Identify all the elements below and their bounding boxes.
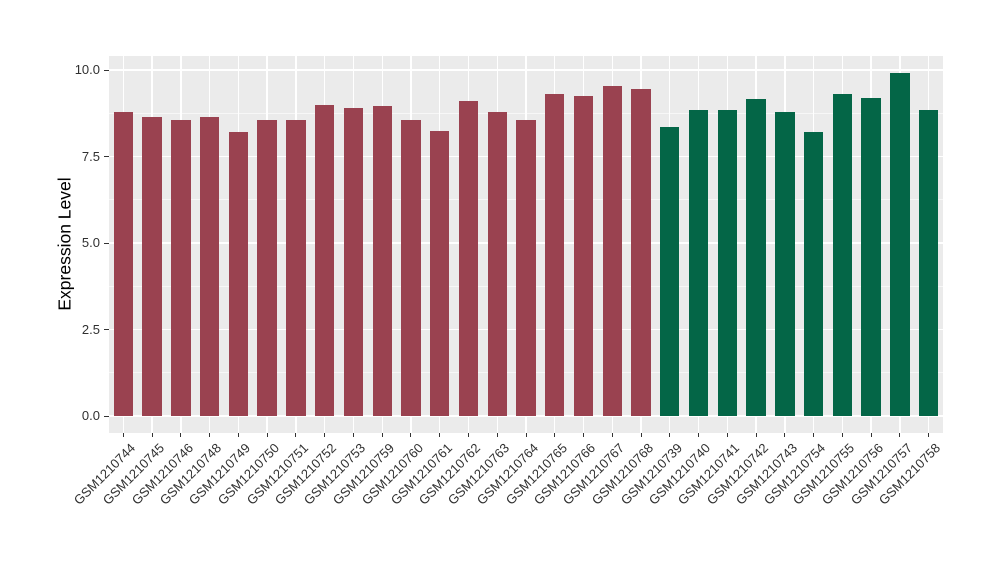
bar [142, 116, 162, 416]
x-tick-mark [698, 433, 700, 437]
x-tick-mark [237, 433, 239, 437]
x-tick-mark [813, 433, 815, 437]
y-axis-tick-label: 5.0 [81, 235, 100, 250]
x-tick-mark [784, 433, 786, 437]
x-tick-mark [410, 433, 412, 437]
x-tick-mark [295, 433, 297, 437]
bar [228, 132, 249, 416]
bar [430, 130, 450, 416]
x-tick-mark [180, 433, 182, 437]
bar [171, 120, 191, 416]
x-tick-mark [726, 433, 728, 437]
x-tick-mark [899, 433, 901, 437]
x-tick-mark [467, 433, 469, 437]
x-tick-mark [439, 433, 441, 437]
y-axis-tick-label: 7.5 [81, 148, 100, 164]
y-tick-mark [104, 329, 109, 330]
y-tick-mark [104, 415, 109, 417]
y-axis-tick-label: 0.0 [81, 408, 100, 423]
bar [602, 85, 622, 416]
x-tick-mark [554, 433, 556, 437]
bar [775, 111, 795, 416]
x-tick-mark [583, 433, 585, 437]
y-tick-mark [104, 69, 109, 71]
x-tick-mark [611, 433, 613, 437]
x-tick-mark [640, 433, 642, 437]
y-axis-tick-label: 2.5 [81, 321, 100, 337]
bar [717, 109, 737, 416]
x-tick-mark [381, 433, 383, 437]
bar [458, 101, 479, 416]
bar [257, 120, 277, 416]
bar [401, 120, 421, 416]
bar [803, 132, 824, 416]
x-tick-mark [870, 433, 872, 437]
bar [918, 109, 939, 416]
bar [314, 104, 335, 416]
y-tick-mark [104, 242, 109, 244]
bar [890, 73, 910, 416]
x-tick-mark [928, 433, 930, 437]
x-tick-mark [352, 433, 354, 437]
x-tick-mark [496, 433, 498, 437]
bar [832, 94, 853, 416]
bar [199, 116, 220, 416]
y-tick-mark [104, 156, 109, 157]
x-tick-mark [755, 433, 757, 437]
y-axis-tick-label: 10.0 [74, 62, 100, 77]
x-tick-mark [122, 433, 124, 437]
bar [286, 120, 306, 416]
bar [660, 127, 680, 416]
bar [343, 108, 364, 416]
bar [631, 89, 651, 416]
bar [113, 111, 134, 416]
x-tick-mark [669, 433, 671, 437]
bar [545, 94, 565, 416]
bar [487, 111, 507, 416]
bar [861, 97, 881, 416]
bar [746, 99, 766, 416]
x-tick-mark [324, 433, 326, 437]
x-tick-mark [266, 433, 268, 437]
bar [516, 120, 536, 416]
y-axis-title: Expression Level [54, 177, 75, 311]
bar [573, 95, 594, 416]
x-tick-mark [525, 433, 527, 437]
bar [372, 106, 392, 416]
bar [688, 109, 709, 416]
x-tick-mark [151, 433, 153, 437]
x-tick-mark [841, 433, 843, 437]
x-tick-mark [209, 433, 211, 437]
